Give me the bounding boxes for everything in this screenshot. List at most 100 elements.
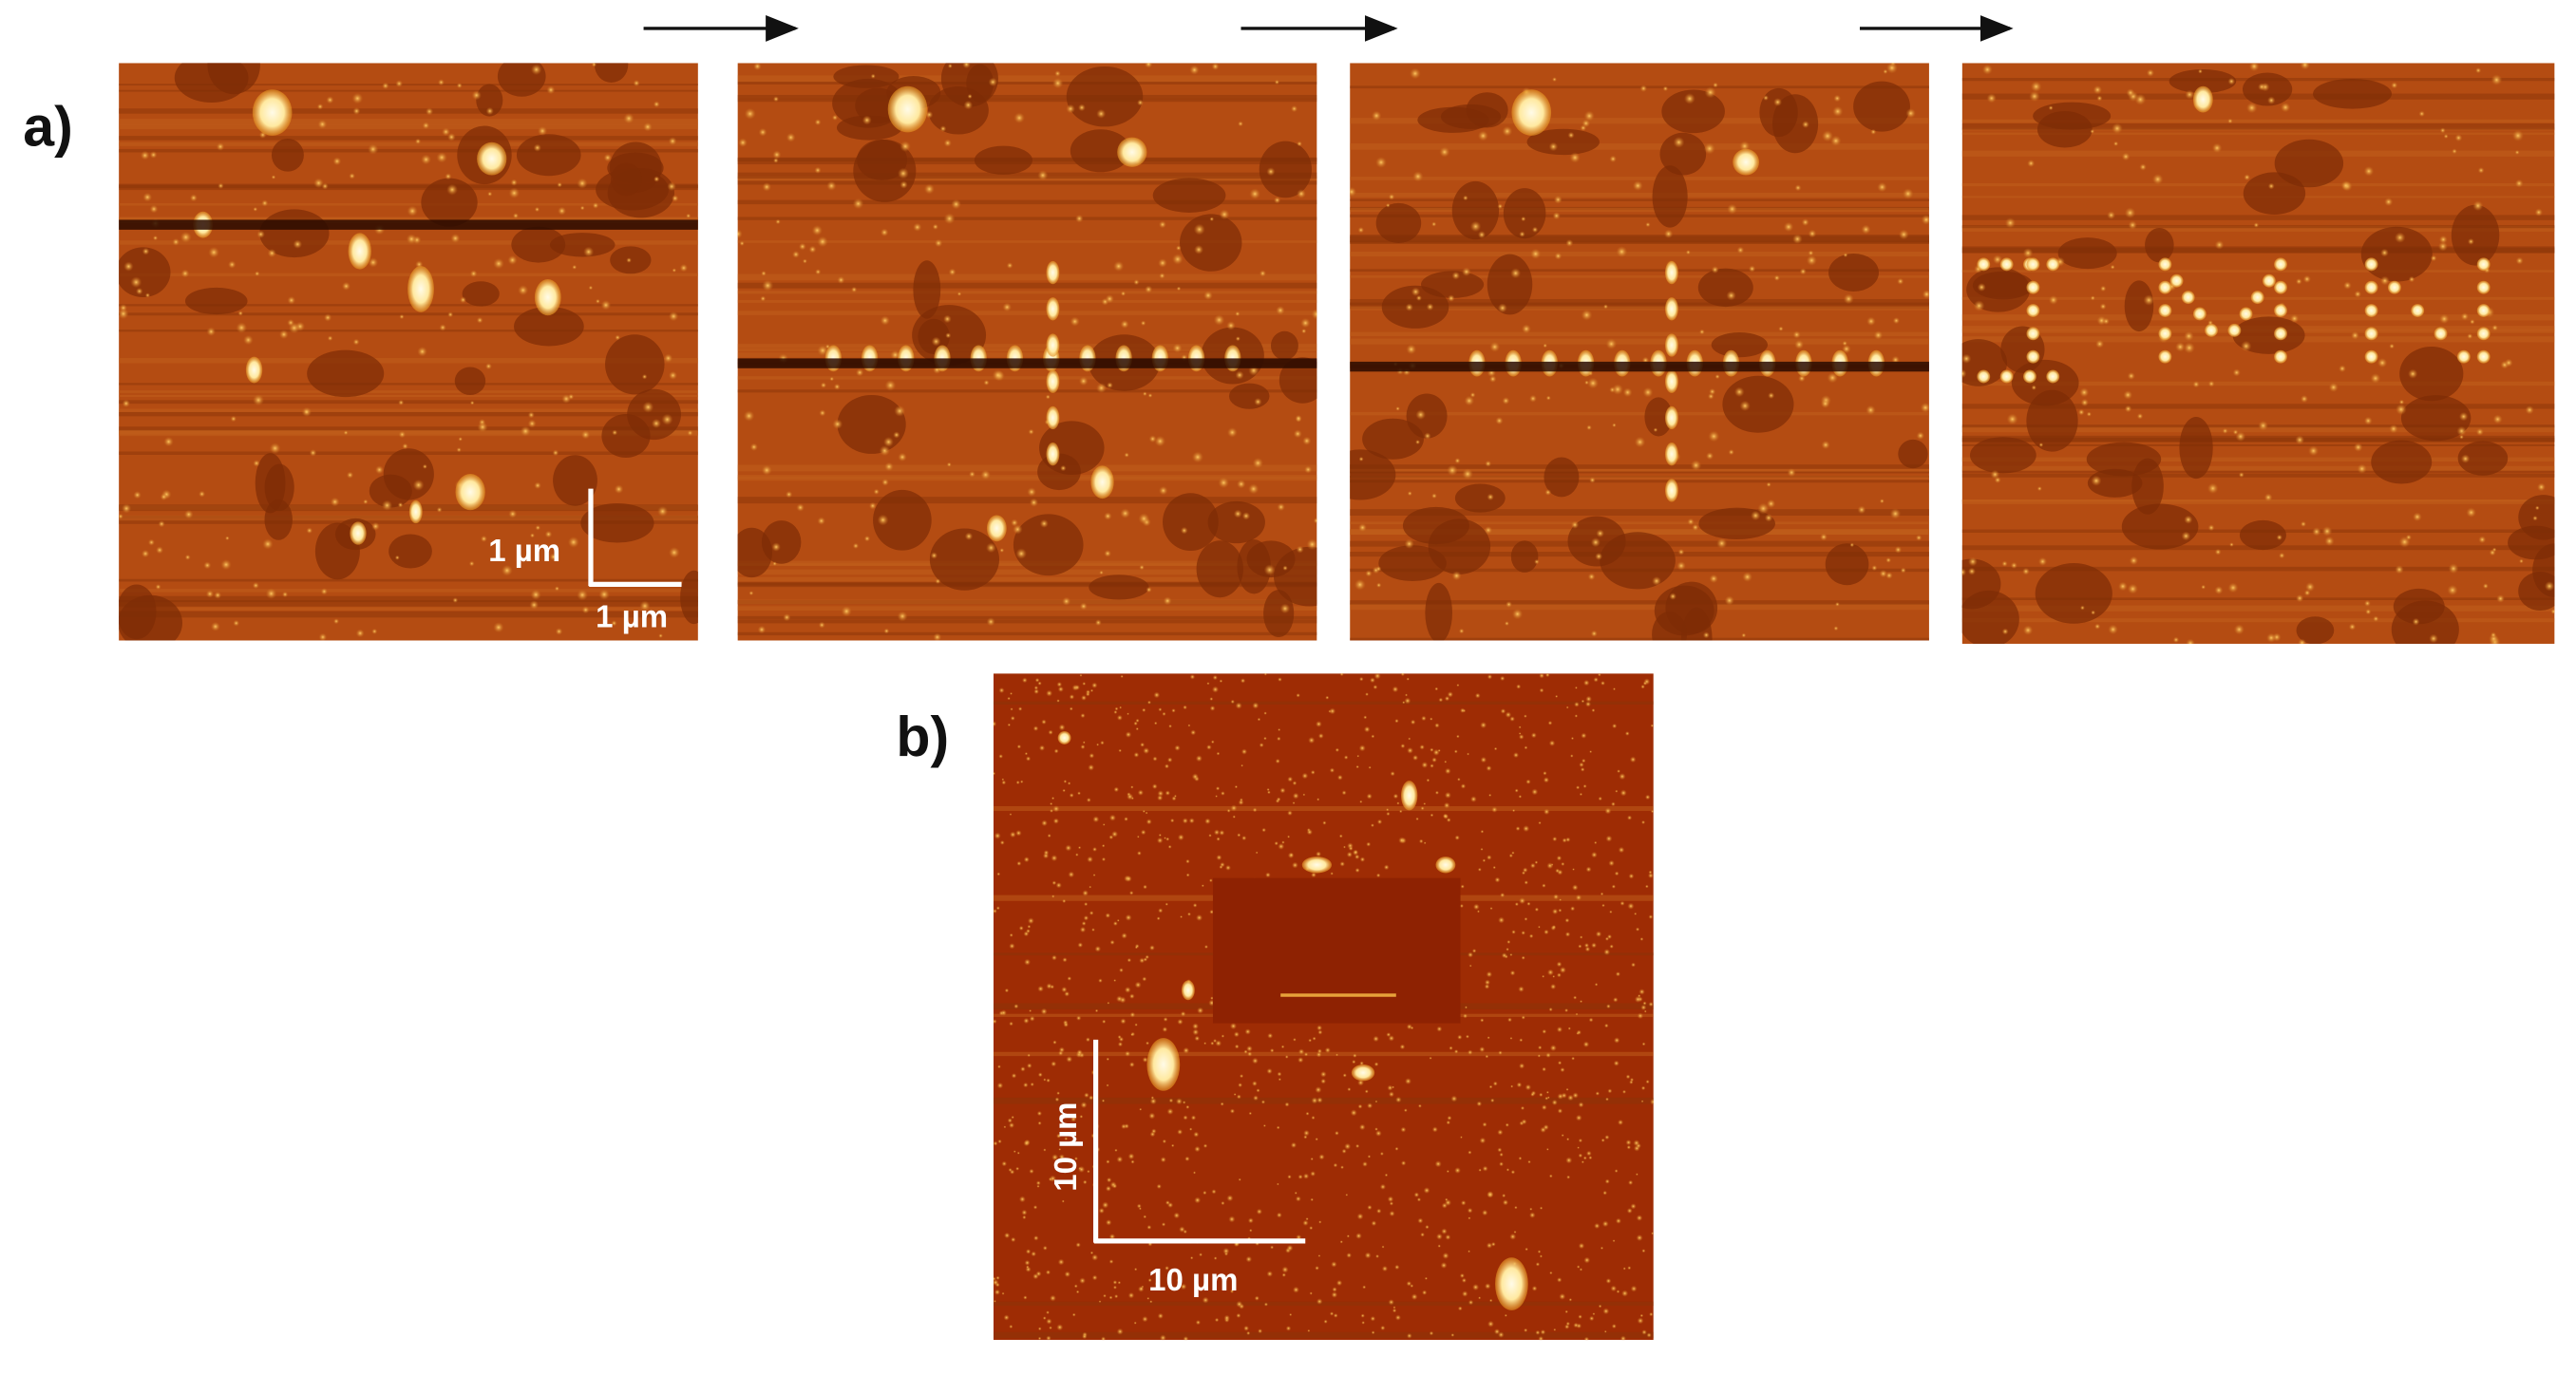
particle — [1437, 748, 1441, 753]
dark-domain — [2011, 359, 2079, 406]
dark-domain — [2296, 616, 2335, 644]
particle — [1175, 245, 1182, 252]
particle — [1054, 1097, 1060, 1102]
particle — [1177, 1018, 1184, 1026]
scan-line — [1350, 509, 1929, 517]
particle — [206, 327, 217, 337]
particle — [1296, 693, 1300, 698]
large-particle — [2158, 327, 2172, 341]
particle — [2080, 398, 2089, 407]
particle — [1161, 1222, 1166, 1227]
large-particle — [2026, 280, 2040, 294]
particle — [1158, 220, 1166, 229]
particle — [1345, 1193, 1349, 1196]
particle — [1505, 1122, 1509, 1127]
particle — [1350, 186, 1357, 198]
particle — [1108, 814, 1116, 821]
particle — [1454, 458, 1461, 464]
particle — [2117, 581, 2128, 592]
particle — [1241, 763, 1244, 767]
particle — [933, 632, 942, 641]
particle — [1232, 815, 1236, 819]
particle — [1539, 1254, 1544, 1258]
particle — [1356, 754, 1360, 758]
large-particle — [2364, 327, 2378, 341]
particle — [1525, 1247, 1528, 1252]
particle — [2207, 380, 2215, 387]
particle — [1085, 1037, 1090, 1043]
scan-line — [737, 217, 1317, 220]
particle — [1392, 793, 1399, 800]
particle — [1363, 715, 1368, 720]
particle — [363, 499, 369, 505]
particle — [1768, 392, 1775, 400]
particle — [2241, 340, 2252, 352]
particle — [1430, 493, 1437, 499]
particle — [1578, 1138, 1583, 1143]
particle — [508, 509, 518, 518]
particle — [1008, 1167, 1013, 1173]
particle — [1248, 1111, 1253, 1116]
particle — [1757, 502, 1770, 515]
particle — [832, 419, 843, 430]
particle — [837, 275, 845, 284]
particle — [493, 621, 504, 633]
particle — [1128, 891, 1134, 895]
particle — [1308, 1038, 1313, 1043]
particle — [993, 1140, 998, 1146]
particle — [1613, 1060, 1619, 1066]
particle — [2091, 475, 2102, 486]
particle — [1106, 1057, 1110, 1062]
particle — [1252, 702, 1260, 709]
particle — [1259, 270, 1267, 277]
particle — [1392, 1308, 1397, 1313]
particle — [1444, 695, 1450, 702]
particle — [1617, 769, 1620, 774]
particle — [1379, 1183, 1387, 1191]
particle — [1808, 229, 1817, 238]
particle — [1636, 1215, 1643, 1221]
afm-content — [993, 673, 1654, 1341]
particle — [1045, 394, 1051, 400]
particle — [1359, 800, 1363, 803]
particle — [1386, 811, 1391, 817]
particle — [1052, 805, 1060, 813]
particle — [1510, 268, 1522, 279]
particle — [1456, 684, 1460, 688]
particle — [1081, 921, 1087, 926]
particle — [2490, 631, 2497, 638]
particle — [1001, 1160, 1008, 1167]
particle — [2037, 556, 2048, 566]
particle — [1023, 1140, 1031, 1147]
particle — [1833, 626, 1839, 631]
particle — [1255, 851, 1259, 855]
particle — [1142, 809, 1146, 813]
particle — [1546, 969, 1554, 976]
particle — [1538, 820, 1542, 825]
particle — [996, 872, 1001, 876]
particle — [1528, 1212, 1536, 1218]
dark-domain — [184, 287, 248, 315]
particle — [1026, 1265, 1030, 1269]
particle — [1241, 512, 1251, 520]
particle — [1457, 1034, 1463, 1040]
particle — [1203, 291, 1213, 301]
particle — [1316, 851, 1322, 857]
particle — [1539, 673, 1545, 679]
particle — [1571, 1056, 1576, 1061]
particle — [1564, 1309, 1568, 1314]
particle — [1106, 1177, 1112, 1183]
particle — [1394, 718, 1399, 724]
particle — [1092, 874, 1096, 877]
particle — [1067, 782, 1071, 785]
particle — [653, 101, 660, 108]
particle — [2496, 594, 2505, 603]
particle — [218, 182, 224, 189]
particle — [1013, 1004, 1019, 1009]
particle — [1247, 1051, 1253, 1057]
particle — [1615, 1217, 1622, 1224]
particle — [667, 181, 676, 192]
particle — [371, 521, 380, 531]
particle — [1430, 717, 1433, 721]
particle — [1244, 1028, 1251, 1035]
